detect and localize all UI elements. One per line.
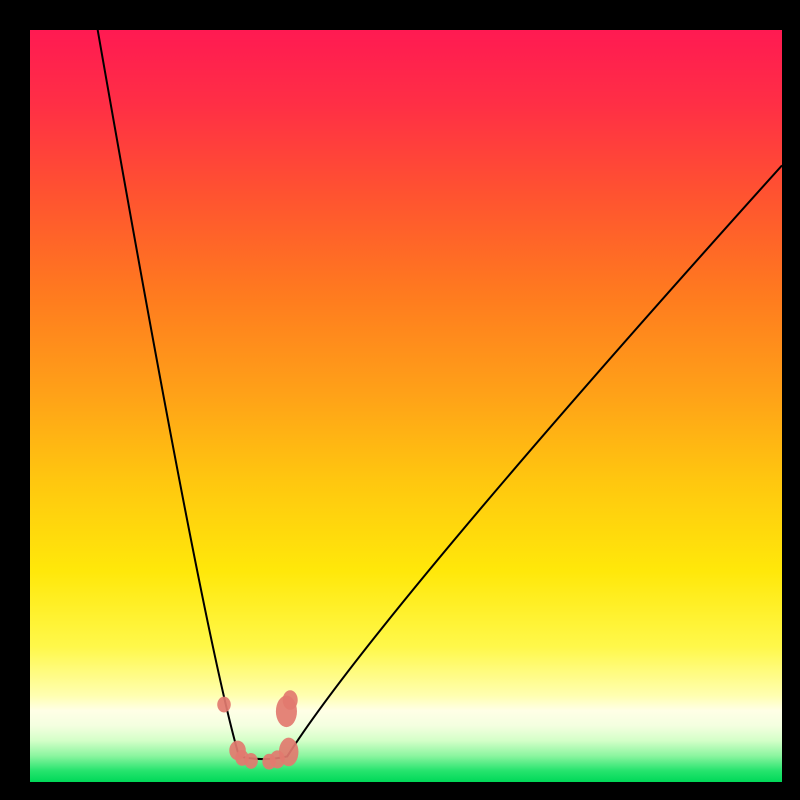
chart-svg — [30, 30, 782, 782]
data-marker — [279, 738, 299, 767]
data-marker — [217, 697, 231, 713]
data-marker — [244, 753, 258, 769]
frame-bottom — [0, 782, 800, 800]
data-marker — [283, 690, 298, 710]
frame-top — [0, 0, 800, 30]
chart-plot-area — [30, 30, 782, 782]
frame-right — [782, 0, 800, 800]
chart-background — [30, 30, 782, 782]
frame-left — [0, 0, 30, 800]
